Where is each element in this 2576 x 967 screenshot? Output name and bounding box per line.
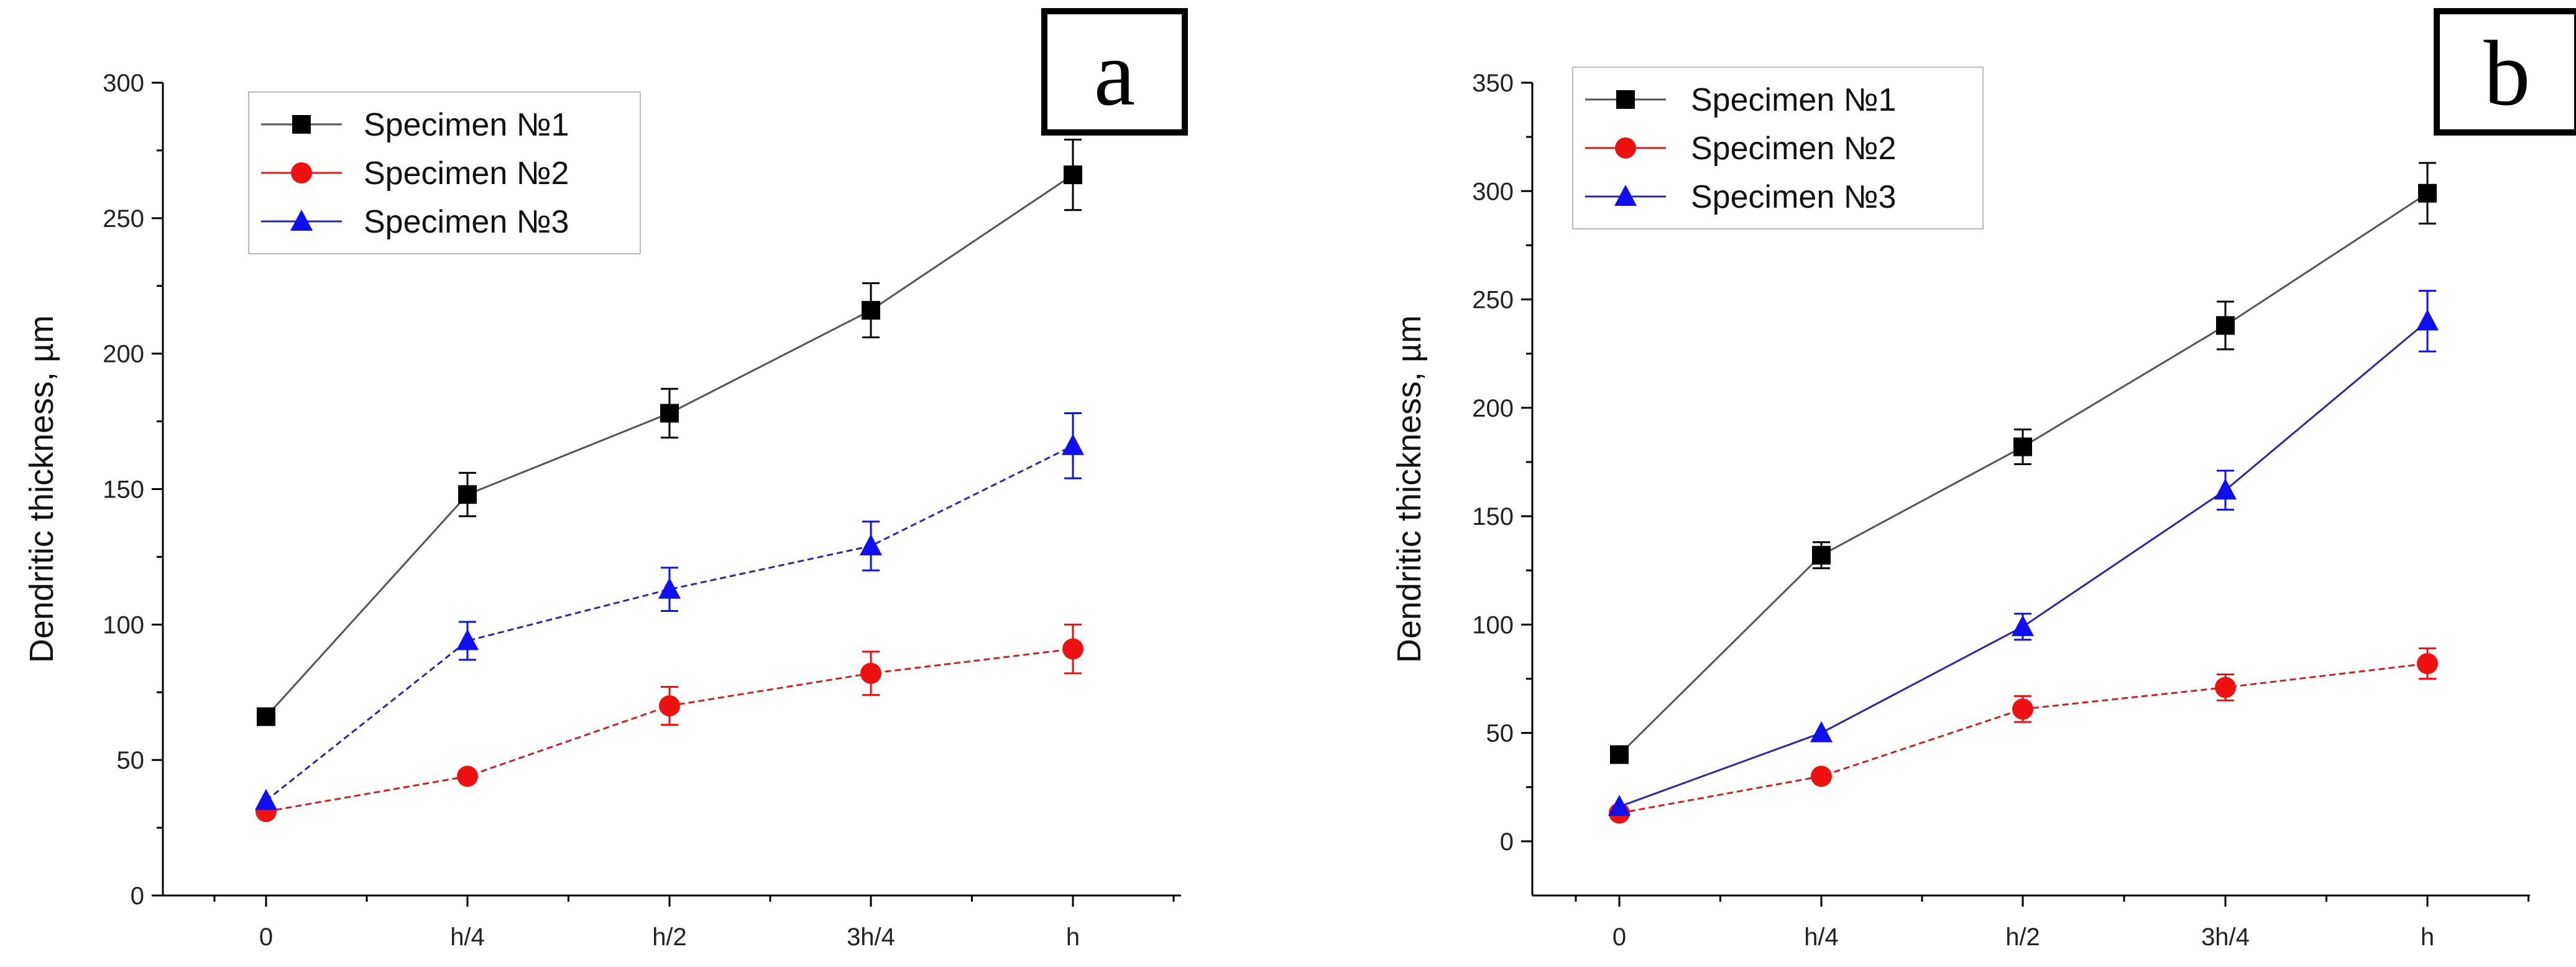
chart-panel-a: 0 50 100 150 200 250 300 0 h/4 h/2 3h/4 h Dendritic … [23, 8, 1188, 951]
series-line [1618, 192, 2428, 756]
data-point [862, 300, 880, 320]
x-tick-label: h/2 [652, 923, 687, 951]
panel-letter-frame [1041, 8, 1188, 136]
y-tick-label: 200 [103, 341, 144, 368]
legend-label: Specimen №1 [364, 107, 569, 143]
data-point [255, 789, 277, 810]
legend-label: Specimen №2 [1691, 131, 1896, 167]
legend-marker [1615, 137, 1636, 159]
y-axis-title: Dendritic thickness, µm [1391, 315, 1428, 663]
legend: Specimen №1 Specimen №2 Specimen №3 [248, 91, 641, 254]
series-line [265, 648, 1074, 813]
data-point [2216, 316, 2235, 335]
legend-marker [290, 210, 313, 231]
x-tick-label: h/2 [2005, 923, 2040, 951]
data-point [2416, 309, 2439, 331]
y-tick-label: 300 [103, 70, 144, 97]
y-tick-label: 150 [1472, 503, 1514, 530]
series-line [265, 445, 1074, 802]
y-tick-label: 100 [1472, 611, 1514, 639]
data-point [1812, 545, 1831, 565]
legend-label: Specimen №2 [364, 155, 569, 192]
series-line [1619, 662, 2428, 815]
legend-marker [292, 115, 311, 134]
y-tick-label: 350 [1472, 70, 1514, 97]
legend-label: Specimen №3 [364, 204, 569, 240]
y-tick-label: 300 [1472, 178, 1514, 205]
x-tick-label: 3h/4 [2201, 923, 2250, 951]
data-point [860, 662, 881, 684]
legend-label: Specimen №1 [1691, 82, 1896, 118]
series-line [1619, 320, 2428, 808]
data-point [2417, 653, 2438, 675]
y-tick-label: 250 [103, 205, 144, 233]
data-point [2013, 437, 2032, 456]
data-point [1608, 795, 1631, 817]
y-tick-label: 200 [1472, 395, 1514, 422]
x-tick-label: 0 [1612, 923, 1626, 951]
y-tick-label: 50 [117, 747, 145, 774]
data-point [2012, 614, 2034, 636]
x-tick-label: h/4 [450, 923, 485, 951]
data-point [1610, 745, 1629, 764]
y-tick-label: 100 [103, 611, 144, 639]
data-point [456, 629, 479, 650]
y-tick-label: 0 [131, 882, 144, 910]
series-2 [255, 623, 1083, 822]
x-tick-label: h [2421, 923, 2434, 951]
data-point [1062, 433, 1084, 455]
data-point [457, 766, 478, 787]
data-point [659, 695, 680, 717]
y-tick-label: 250 [1472, 287, 1514, 314]
y-tick-label: 0 [1500, 828, 1514, 856]
data-point [660, 404, 679, 423]
legend-label: Specimen №3 [1691, 179, 1896, 215]
data-point [257, 707, 275, 726]
panel-letter-frame [2434, 8, 2576, 136]
panel-letter-box: b [2434, 8, 2576, 136]
y-tick-label: 150 [103, 476, 144, 504]
data-point [1064, 165, 1082, 185]
data-point [2214, 478, 2237, 500]
x-tick-label: 0 [259, 923, 273, 951]
series-3 [1608, 290, 2439, 817]
legend-marker [1616, 90, 1635, 109]
data-point [860, 534, 882, 555]
panel-letter: b [2484, 22, 2531, 125]
legend: Specimen №1 Specimen №2 Specimen №3 [1572, 67, 1984, 229]
y-axis-title: Dendritic thickness, µm [23, 315, 60, 663]
data-point [1811, 766, 1832, 787]
x-tick-label: 3h/4 [847, 923, 895, 951]
data-point [1810, 721, 1833, 743]
series-3 [255, 412, 1084, 810]
data-point [458, 485, 477, 504]
data-point [1062, 638, 1083, 660]
legend-marker [1614, 185, 1637, 206]
data-point [658, 577, 681, 599]
chart-panel-b: 0 50 100 150 200 250 300 350 0 h/4 h/2 3h/4 h Dendrit… [1391, 8, 2576, 951]
x-tick-label: h [1066, 923, 1080, 951]
series-2 [1609, 647, 2438, 824]
data-point [2012, 698, 2033, 720]
x-tick-label: h/4 [1804, 923, 1839, 951]
legend-marker [291, 162, 312, 183]
panel-letter-box: a [1041, 8, 1188, 136]
data-point [2215, 677, 2236, 698]
data-point [2418, 183, 2437, 203]
series-1 [257, 138, 1082, 726]
panel-letter: a [1094, 22, 1136, 125]
y-tick-label: 50 [1486, 720, 1514, 747]
series-line [265, 174, 1074, 718]
series-1 [1610, 162, 2437, 764]
